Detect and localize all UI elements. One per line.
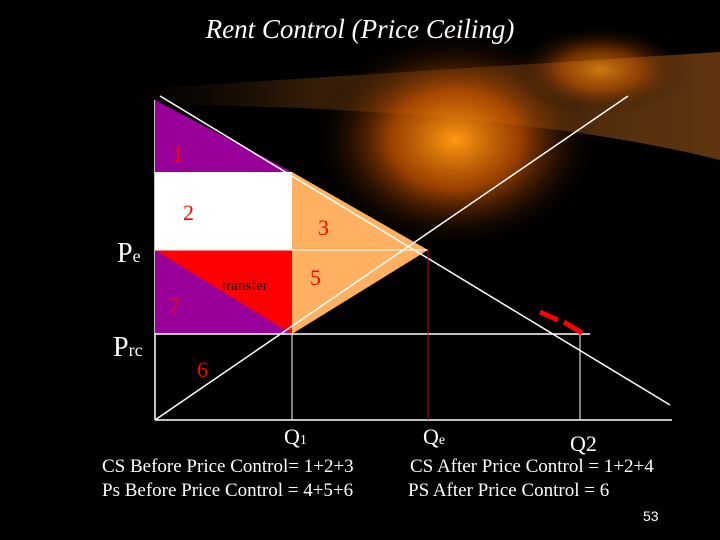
- region-5: [292, 250, 428, 334]
- region-7: [155, 250, 292, 334]
- cs-after-text: CS After Price Control = 1+2+4: [410, 456, 654, 477]
- region-5-label: 5: [310, 265, 321, 290]
- ps-after-text: PS After Price Control = 6: [408, 480, 610, 501]
- q2-label: Q2: [570, 431, 597, 456]
- supply-curve: [154, 95, 629, 421]
- region-1-label: 1: [172, 141, 183, 166]
- region-3: [292, 172, 428, 250]
- prc-label: Prc: [113, 332, 143, 363]
- pe-label: Pe: [117, 238, 141, 269]
- qe-label: Qe: [423, 424, 446, 449]
- region-2-label: 2: [183, 200, 194, 225]
- region-7-label: 7: [169, 293, 180, 318]
- page-title: Rent Control (Price Ceiling): [205, 14, 515, 44]
- page-number: 53: [643, 508, 659, 524]
- ps-before-text: Ps Before Price Control = 4+5+6: [102, 480, 354, 501]
- region-6-label: 6: [197, 357, 208, 382]
- cs-before-text: CS Before Price Control= 1+2+3: [102, 456, 354, 477]
- shortage-mark-left: [538, 309, 560, 323]
- region-2: [155, 172, 292, 250]
- region-3-label: 3: [318, 215, 329, 240]
- transfer-label: transfer: [222, 278, 268, 294]
- background-glow: [90, 25, 720, 250]
- shortage-mark-right: [562, 319, 584, 336]
- region-1: [155, 100, 292, 172]
- q1-label: Q1: [284, 424, 307, 449]
